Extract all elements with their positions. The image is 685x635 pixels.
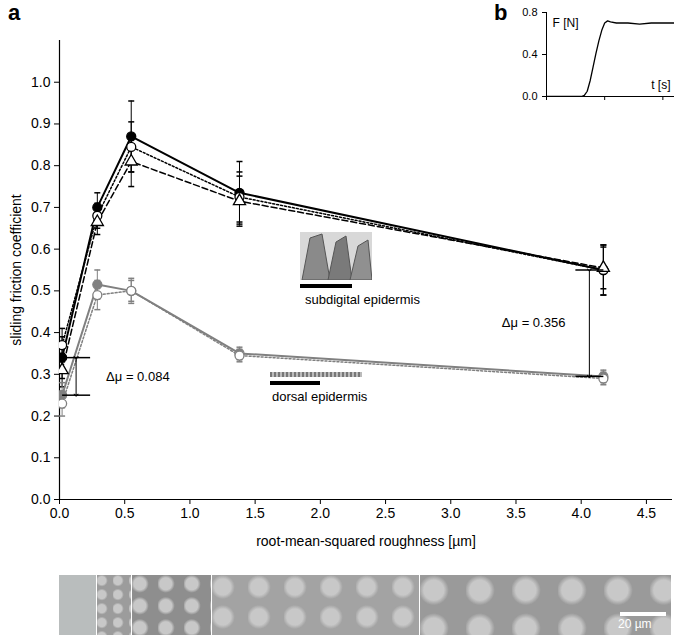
svg-text:F [N]: F [N] [553, 16, 579, 30]
html-text:a: a [8, 0, 21, 25]
svg-text:0.0: 0.0 [31, 491, 51, 507]
svg-text:1.0: 1.0 [31, 74, 51, 90]
svg-text:0.9: 0.9 [31, 115, 51, 131]
svg-text:4.5: 4.5 [637, 505, 657, 521]
svg-text:sliding friction coefficient: sliding friction coefficient [8, 194, 24, 346]
svg-text:0.4: 0.4 [31, 324, 51, 340]
svg-text:0.4: 0.4 [522, 48, 537, 60]
svg-text:2.5: 2.5 [376, 505, 396, 521]
svg-text:3.0: 3.0 [441, 505, 461, 521]
svg-text:t [s]: t [s] [651, 78, 670, 92]
svg-text:1.5: 1.5 [245, 505, 265, 521]
svg-text:0.5: 0.5 [31, 282, 51, 298]
svg-text:0.8: 0.8 [522, 6, 537, 18]
svg-text:0.0: 0.0 [522, 90, 537, 102]
svg-text:4.0: 4.0 [571, 505, 591, 521]
svg-text:Δμ = 0.356: Δμ = 0.356 [502, 315, 566, 330]
svg-text:0.3: 0.3 [31, 366, 51, 382]
svg-text:0.1: 0.1 [31, 449, 51, 465]
svg-text:0.8: 0.8 [31, 157, 51, 173]
svg-text:0.6: 0.6 [31, 241, 51, 257]
svg-text:0.2: 0.2 [31, 408, 51, 424]
svg-text:2.0: 2.0 [311, 505, 331, 521]
svg-text:root-mean-squared roughness [µ: root-mean-squared roughness [µm] [256, 533, 476, 549]
html-text:20 µm: 20 µm [618, 617, 652, 631]
svg-text:3.5: 3.5 [506, 505, 526, 521]
html-text:subdigital epidermis: subdigital epidermis [305, 292, 420, 307]
svg-text:1.0: 1.0 [180, 505, 200, 521]
svg-text:0.5: 0.5 [115, 505, 135, 521]
svg-text:Δμ = 0.084: Δμ = 0.084 [106, 369, 170, 384]
svg-text:0.7: 0.7 [31, 199, 51, 215]
html-text:b: b [494, 0, 508, 25]
html-text:dorsal epidermis: dorsal epidermis [272, 389, 368, 404]
svg-text:0.0: 0.0 [50, 505, 70, 521]
